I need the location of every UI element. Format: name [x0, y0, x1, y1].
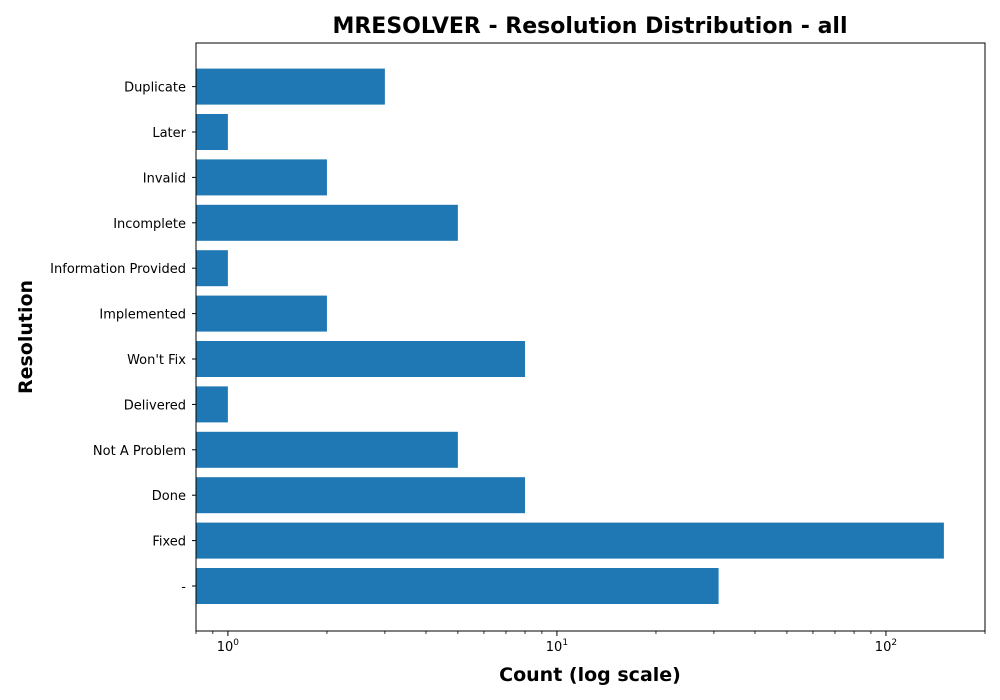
x-ticks-layer: 100 101 102 [195, 631, 986, 655]
bar-invalid [196, 159, 327, 196]
y-ticks-layer: - Fixed Done Not A Problem Delivered Won't Fi… [50, 81, 196, 595]
bar-not-a-problem [196, 431, 458, 468]
y-tick-label: Fixed [152, 535, 186, 550]
bar-won-t-fix [196, 341, 526, 377]
y-tick-label: Later [152, 126, 186, 141]
y-tick-label: Implemented [99, 308, 186, 323]
y-tick-label: Delivered [124, 398, 186, 413]
x-tick-label: 102 [875, 638, 897, 655]
bar-information-provided [196, 250, 228, 287]
bar-blank [196, 568, 719, 604]
bar-fixed [196, 522, 944, 559]
bar-implemented [196, 295, 327, 332]
bar-duplicate [196, 68, 385, 105]
y-tick-label: Duplicate [124, 81, 186, 96]
bar-later [196, 114, 228, 150]
y-tick-label: Not A Problem [93, 444, 186, 459]
bar-done [196, 477, 526, 514]
y-axis-label: Resolution [15, 280, 37, 394]
x-tick-label: 101 [546, 638, 568, 655]
bar-incomplete [196, 204, 458, 241]
chart-title: MRESOLVER - Resolution Distribution - al… [332, 14, 847, 39]
bars-layer [196, 68, 944, 604]
y-tick-label: Incomplete [113, 217, 186, 232]
bar-delivered [196, 386, 228, 423]
x-tick-label: 100 [217, 638, 240, 655]
y-tick-label: - [181, 580, 186, 595]
y-tick-label: Done [152, 489, 186, 504]
x-axis-label: Count (log scale) [499, 664, 681, 686]
y-tick-label: Won't Fix [127, 353, 186, 368]
plot-frame [195, 42, 986, 632]
y-tick-label: Invalid [143, 171, 186, 186]
y-tick-label: Information Provided [50, 262, 186, 277]
